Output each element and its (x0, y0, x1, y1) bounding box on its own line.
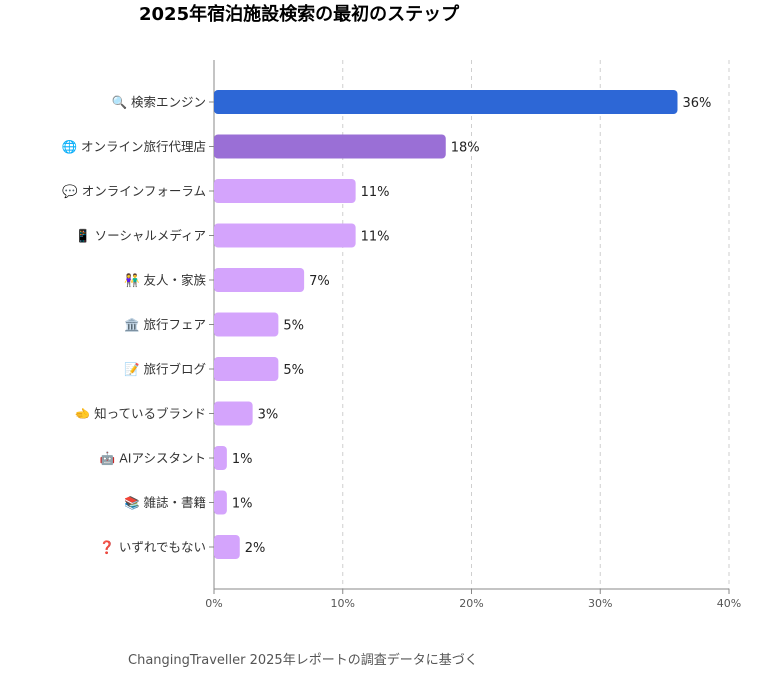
bars (214, 90, 678, 559)
value-label: 36% (683, 96, 712, 111)
category-label: 🤖 AIアシスタント (100, 451, 206, 466)
chart-title: 2025年宿泊施設検索の最初のステップ (139, 4, 460, 25)
category-label: 📚 雑誌・書籍 (124, 495, 206, 510)
x-tick-label: 20% (459, 597, 483, 610)
value-label: 1% (232, 497, 253, 512)
labels: 0% 10% 20% 30% 40% 🔍 検索エンジン 36% 🌐 オンライン旅行代理店 18%… (61, 94, 741, 611)
bar (214, 490, 227, 515)
chart-footer: ChangingTraveller 2025年レポートの調査データに基づく (128, 653, 478, 668)
category-label: 📝 旅行ブログ (124, 362, 206, 377)
value-label: 11% (361, 185, 390, 200)
bar (214, 134, 446, 159)
x-tick-label: 30% (588, 597, 612, 610)
value-label: 18% (451, 141, 480, 156)
value-label: 7% (309, 274, 330, 289)
category-label: 🌐 オンライン旅行代理店 (61, 139, 206, 154)
value-label: 5% (283, 363, 304, 378)
bar (214, 312, 279, 337)
value-label: 5% (283, 319, 304, 334)
category-label: 🏛️ 旅行フェア (124, 317, 206, 332)
value-label: 3% (258, 408, 279, 423)
bar (214, 535, 240, 559)
x-tick-label: 40% (717, 597, 741, 610)
value-label: 11% (361, 230, 390, 245)
category-label: 👫 友人・家族 (124, 273, 207, 288)
category-label: ❓ いずれでもない (99, 540, 206, 555)
bar (214, 401, 253, 426)
bar (214, 357, 279, 381)
category-label: 🫲 知っているブランド (75, 406, 206, 421)
bar (214, 90, 678, 114)
category-label: 💬 オンラインフォーラム (62, 184, 206, 199)
category-label: 📱 ソーシャルメディア (75, 228, 206, 243)
bar (214, 268, 305, 292)
x-tick-label: 10% (331, 597, 355, 610)
value-label: 2% (245, 541, 266, 556)
category-label: 🔍 検索エンジン (111, 94, 206, 110)
value-label: 1% (232, 452, 253, 467)
x-tick-label: 0% (205, 597, 222, 610)
bar (214, 179, 356, 203)
bar (214, 223, 356, 248)
bar (214, 446, 227, 470)
